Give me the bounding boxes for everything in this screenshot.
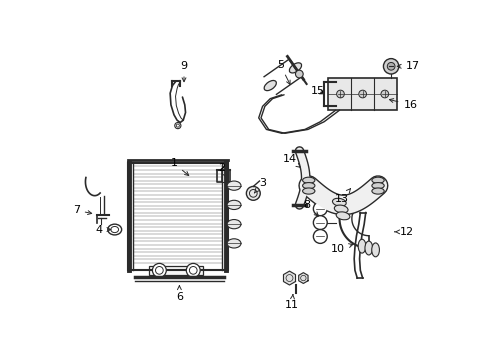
Ellipse shape xyxy=(371,243,379,257)
Circle shape xyxy=(358,90,366,98)
Ellipse shape xyxy=(371,177,384,183)
Ellipse shape xyxy=(371,188,384,194)
Bar xyxy=(127,163,227,270)
Text: 7: 7 xyxy=(73,205,91,215)
Ellipse shape xyxy=(357,239,365,253)
Ellipse shape xyxy=(302,188,314,194)
Text: 11: 11 xyxy=(284,294,298,310)
Text: 6: 6 xyxy=(176,286,183,302)
Circle shape xyxy=(186,264,200,277)
Text: 1: 1 xyxy=(170,158,188,175)
Ellipse shape xyxy=(334,205,347,213)
Ellipse shape xyxy=(107,224,122,235)
Text: 15: 15 xyxy=(310,86,325,96)
Text: 9: 9 xyxy=(180,61,187,82)
Text: 8: 8 xyxy=(303,200,318,216)
Circle shape xyxy=(336,90,344,98)
Text: 10: 10 xyxy=(330,244,352,254)
Polygon shape xyxy=(298,273,307,283)
Circle shape xyxy=(313,216,326,230)
Ellipse shape xyxy=(364,241,372,255)
Ellipse shape xyxy=(289,63,301,73)
Ellipse shape xyxy=(264,81,276,91)
Text: 5: 5 xyxy=(276,60,289,84)
Ellipse shape xyxy=(226,239,241,248)
Ellipse shape xyxy=(371,183,384,189)
Circle shape xyxy=(174,122,181,129)
Text: 2: 2 xyxy=(218,163,226,177)
Bar xyxy=(327,78,396,110)
Text: 4: 4 xyxy=(96,225,111,235)
Circle shape xyxy=(246,186,260,200)
Ellipse shape xyxy=(226,220,241,229)
Text: 14: 14 xyxy=(282,154,300,167)
Ellipse shape xyxy=(302,177,314,183)
Ellipse shape xyxy=(332,198,346,206)
Circle shape xyxy=(313,202,326,216)
Text: 3: 3 xyxy=(254,178,265,193)
Polygon shape xyxy=(283,271,295,285)
Text: 12: 12 xyxy=(394,227,413,237)
Text: 17: 17 xyxy=(396,61,419,71)
Circle shape xyxy=(383,59,398,74)
Ellipse shape xyxy=(226,181,241,190)
Circle shape xyxy=(386,62,394,70)
Text: 16: 16 xyxy=(389,99,417,110)
Circle shape xyxy=(295,70,303,78)
Bar xyxy=(149,266,203,275)
Ellipse shape xyxy=(335,212,349,220)
Circle shape xyxy=(380,90,388,98)
Ellipse shape xyxy=(302,183,314,189)
Text: 13: 13 xyxy=(334,189,350,204)
Circle shape xyxy=(313,230,326,243)
Circle shape xyxy=(152,264,166,277)
Ellipse shape xyxy=(226,200,241,210)
